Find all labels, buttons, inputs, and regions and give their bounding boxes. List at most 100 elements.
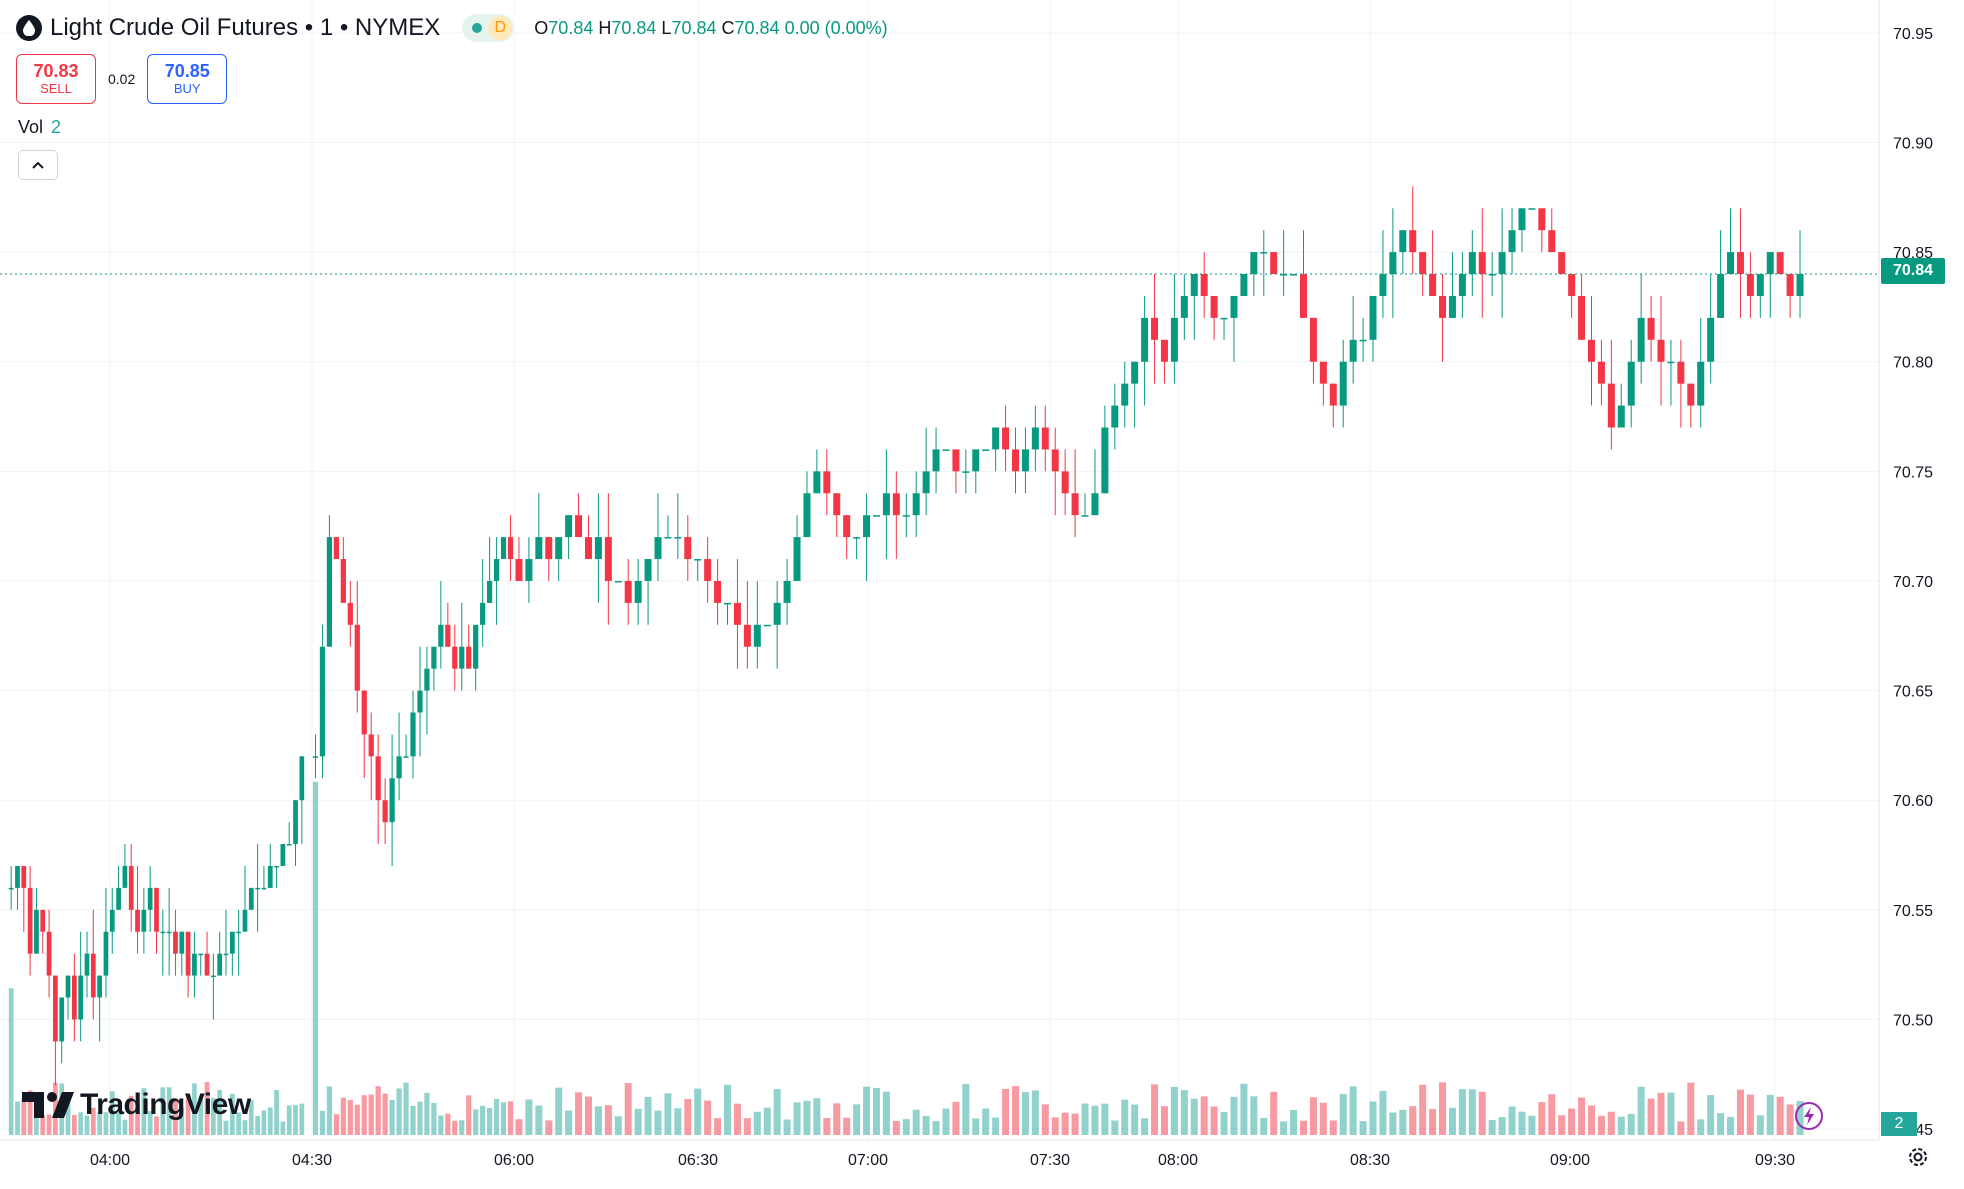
candle-body <box>1587 339 1595 362</box>
close-value: 70.84 <box>734 17 780 38</box>
volume-bar <box>286 1105 292 1135</box>
candle-body <box>1160 339 1168 362</box>
candle-body <box>53 975 58 1042</box>
candle-body <box>299 756 305 801</box>
candle-body <box>507 537 514 560</box>
volume-bar <box>1339 1093 1347 1135</box>
volume-bar <box>438 1115 444 1135</box>
candle-body <box>853 537 861 539</box>
volume-bar <box>1597 1115 1605 1135</box>
volume-bar <box>1141 1118 1149 1135</box>
market-status-badge[interactable]: D <box>462 14 515 42</box>
candle-body <box>1151 317 1159 340</box>
candle-body <box>1439 295 1447 318</box>
volume-bar <box>361 1095 367 1135</box>
candle-body <box>326 537 333 647</box>
volume-bar <box>1280 1121 1288 1135</box>
volume-bar <box>1627 1113 1635 1135</box>
candle-body <box>823 471 831 494</box>
volume-bar <box>1528 1115 1536 1135</box>
volume-bar <box>1071 1113 1079 1135</box>
volume-bar <box>236 1112 242 1135</box>
volume-bar <box>604 1105 612 1135</box>
candle-body <box>1051 449 1059 472</box>
volume-bar <box>347 1100 353 1135</box>
candle-body <box>438 624 444 647</box>
volume-bar <box>565 1110 573 1135</box>
tradingview-logo[interactable]: TradingView <box>22 1088 251 1122</box>
symbol-title[interactable]: Light Crude Oil Futures • 1 • NYMEX <box>50 14 441 41</box>
volume-bar <box>500 1102 507 1135</box>
volume-bar <box>319 1110 326 1135</box>
volume-bar <box>1796 1101 1804 1135</box>
volume-bar <box>248 1100 254 1135</box>
volume-bar <box>634 1108 642 1135</box>
volume-bar <box>480 1105 486 1135</box>
candle-body <box>783 580 791 603</box>
volume-bar <box>1210 1106 1218 1135</box>
volume-bar <box>1270 1091 1278 1135</box>
time-axis[interactable]: 04:00 04:30 06:00 06:30 07:00 07:30 08:00 08:30… <box>90 1152 1795 1169</box>
candle-body <box>1141 317 1149 362</box>
volume-bar <box>1587 1105 1595 1135</box>
volume-legend[interactable]: Vol 2 <box>18 117 61 138</box>
volume-bar <box>763 1107 771 1135</box>
candle-body <box>1518 208 1526 231</box>
candle-body <box>1260 252 1268 254</box>
candle-body <box>248 887 254 910</box>
volume-bar <box>1578 1097 1586 1135</box>
candle-body <box>684 537 692 560</box>
time-tick-label: 06:00 <box>494 1152 534 1169</box>
volume-bar <box>354 1104 360 1135</box>
volume-bar <box>507 1101 514 1135</box>
candle-body <box>1498 252 1506 275</box>
candle-body <box>459 646 465 669</box>
volume-bar <box>1607 1111 1615 1135</box>
candle-body <box>229 931 235 954</box>
high-value: 70.84 <box>611 17 657 38</box>
candle-body <box>1597 361 1605 384</box>
candle-body <box>1399 230 1407 253</box>
candle-body <box>863 515 871 538</box>
candle-body <box>410 712 416 757</box>
candle-body <box>1101 427 1109 494</box>
candle-body <box>614 580 622 583</box>
gear-icon[interactable] <box>1906 1145 1930 1169</box>
ohlc-values: O70.84 H70.84 L70.84 C70.84 0.00 (0.00%) <box>534 18 887 39</box>
candle-body <box>1756 274 1764 296</box>
collapse-legend-button[interactable] <box>18 150 58 180</box>
candle-body <box>1012 449 1020 472</box>
volume-bar <box>1538 1102 1546 1135</box>
candle-body <box>1061 471 1069 494</box>
price-axis[interactable]: 70.95 70.90 70.85 70.80 70.75 70.70 70.65 70.60… <box>1893 26 1933 1139</box>
candle-body <box>154 887 159 932</box>
candle-body <box>97 975 102 998</box>
candle-series <box>8 186 1804 1086</box>
volume-bar <box>1409 1106 1417 1135</box>
candle-body <box>1448 295 1456 318</box>
candle-body <box>1240 274 1248 296</box>
candle-body <box>1746 274 1754 296</box>
lightning-icon[interactable] <box>1794 1101 1824 1131</box>
candle-body <box>255 887 260 890</box>
volume-bar <box>843 1117 851 1135</box>
volume-bar <box>853 1104 861 1135</box>
candle-body <box>1736 252 1744 275</box>
volume-bar <box>922 1115 930 1135</box>
candle-body <box>1776 252 1784 275</box>
candle-body <box>480 602 486 625</box>
sell-price: 70.83 <box>33 61 79 81</box>
open-value: 70.84 <box>548 17 594 38</box>
buy-button[interactable]: 70.85 BUY <box>147 54 228 104</box>
candle-body <box>515 559 523 581</box>
volume-bar <box>1488 1119 1496 1135</box>
volume-bar <box>1687 1082 1695 1135</box>
sell-button[interactable]: 70.83 SELL <box>16 54 96 104</box>
candle-body <box>1419 252 1427 275</box>
candle-body <box>71 975 77 1020</box>
candle-body <box>793 537 801 581</box>
volume-bar <box>299 1103 305 1135</box>
candle-body <box>122 865 128 888</box>
candle-body <box>21 865 27 888</box>
